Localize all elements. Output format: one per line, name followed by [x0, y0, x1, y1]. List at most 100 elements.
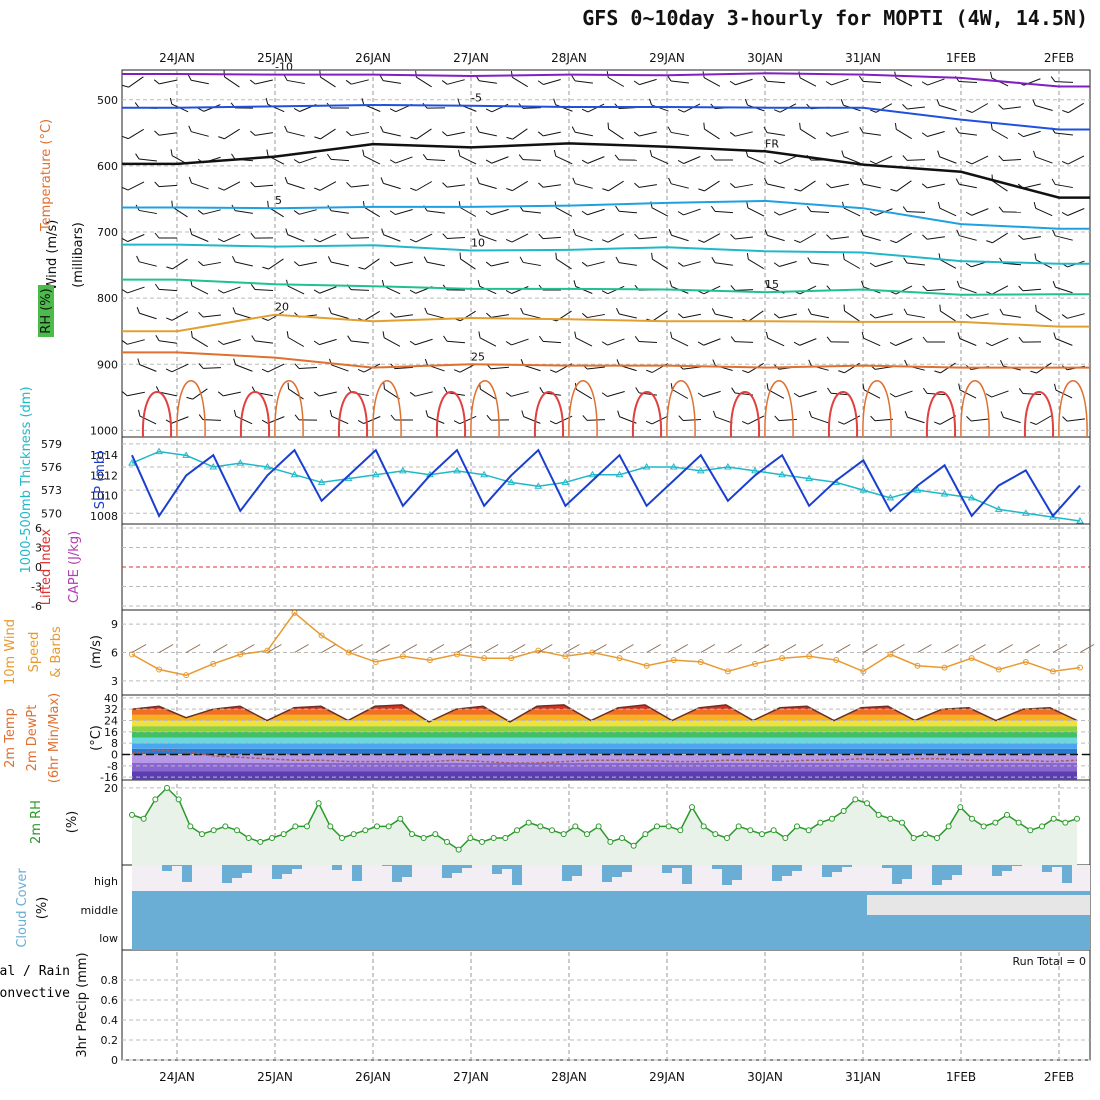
wind-barb: [670, 331, 689, 347]
cloud-high-bar: [382, 865, 392, 866]
cloud-high-bar: [172, 865, 182, 866]
wind-barb: [409, 391, 433, 397]
isotherm-line: [122, 142, 1090, 199]
wind-barb: [155, 386, 177, 397]
cloud-high-bar: [782, 865, 792, 876]
wind-barb-10m: [890, 644, 905, 653]
cloud-high-bar: [882, 865, 892, 868]
wind-barb: [1061, 155, 1085, 165]
wind-barb-10m: [619, 644, 634, 653]
cloud-high-label: high: [94, 875, 118, 888]
thickness-marker: [1021, 509, 1030, 516]
wind-barb: [651, 252, 668, 270]
cloud-high-bar: [902, 865, 912, 879]
temp-band: [132, 763, 1077, 772]
wind-barb: [166, 258, 188, 270]
date-label-top: 30JAN: [747, 51, 783, 65]
wind-barb: [903, 257, 926, 266]
wind-barb: [904, 411, 925, 424]
slp-line: [131, 448, 1081, 518]
wind-barb: [1035, 304, 1052, 322]
rh-marker: [187, 823, 194, 830]
rh-marker: [759, 831, 765, 838]
wind-speed-marker: [751, 660, 758, 667]
wind-barb: [1033, 202, 1053, 217]
wind-barb: [773, 313, 797, 319]
wind-barb: [284, 177, 305, 190]
wind-barb: [138, 409, 157, 425]
wind-barb: [921, 78, 945, 86]
wind-speed-marker: [372, 658, 379, 665]
rh-marker: [805, 827, 812, 834]
wind-barb: [1061, 365, 1085, 371]
wind-speed-marker: [508, 655, 515, 662]
wind-barb: [232, 255, 253, 267]
wind-barb: [902, 155, 926, 161]
surface-isotherm-loop: [568, 380, 598, 438]
rh-marker: [770, 827, 777, 834]
wind-barb: [1061, 208, 1085, 216]
wind-speed-marker: [914, 662, 921, 669]
wind-barb: [423, 256, 445, 267]
cloud-high-bar: [832, 865, 842, 872]
temp-band: [132, 731, 1077, 738]
wind-barb: [261, 363, 285, 373]
wind-barb: [249, 79, 273, 85]
wind-barb-10m: [998, 644, 1013, 653]
wind-barb: [985, 337, 1009, 347]
wind-barb: [764, 229, 785, 242]
wind-barb: [121, 234, 145, 242]
thickness-line: [131, 450, 1081, 522]
rh-marker: [630, 842, 637, 849]
surface-isotherm-loop: [960, 380, 990, 438]
rh-marker: [712, 831, 719, 838]
wind-barb: [505, 391, 529, 397]
slp-axis-label: SLP (mb): [93, 451, 108, 510]
wind-barb: [294, 363, 318, 369]
wind-barb: [615, 205, 638, 214]
wind-barb: [1054, 383, 1073, 399]
wind-barb: [990, 71, 1009, 87]
wind-speed-marker: [1049, 668, 1056, 675]
thickness-marker: [534, 482, 543, 489]
thickness-marker: [182, 451, 191, 458]
wind10-unit-label: (m/s): [89, 635, 104, 669]
cloud-high-bar: [352, 865, 362, 881]
wind10-barbs-label: & Barbs: [49, 626, 64, 678]
wind-barb: [380, 125, 401, 137]
cape-axis-label: CAPE (J/kg): [67, 531, 82, 603]
wind-barb: [357, 416, 381, 424]
wind-barb: [550, 310, 572, 322]
wind-barb: [773, 261, 797, 267]
wind-barb: [922, 336, 945, 343]
thickness-marker: [967, 493, 976, 501]
thickness-marker: [913, 486, 922, 493]
wind-barb: [231, 204, 253, 214]
wind-barb: [389, 209, 413, 215]
rh-marker: [234, 827, 240, 834]
wind-barb: [894, 122, 912, 140]
dewpt-axis-label: 2m DewPt: [25, 705, 40, 772]
cloud-axis-label: Cloud Cover: [15, 868, 30, 948]
wind-barb: [902, 104, 926, 110]
run-total: Run Total = 0: [1013, 955, 1087, 968]
wind-speed-marker: [697, 658, 704, 665]
rh-marker: [735, 823, 742, 830]
rh-marker: [619, 835, 625, 841]
wind-barb: [505, 233, 529, 243]
wind-barb: [122, 128, 144, 140]
wind-barb-10m: [971, 644, 986, 653]
wind-barb: [670, 383, 689, 399]
wind-barb: [137, 358, 157, 372]
wind-barb: [409, 338, 433, 346]
wind-speed-marker: [670, 657, 677, 664]
cloud-high-bar: [1052, 865, 1062, 867]
thickness-marker: [778, 470, 786, 478]
isotherm-line: [122, 351, 1090, 369]
wind10-axis-label: 10m Wind: [3, 619, 18, 685]
thickness-marker: [669, 463, 678, 470]
wind-barb: [1050, 76, 1074, 83]
thickness-marker: [859, 486, 868, 493]
rh-marker: [1027, 827, 1034, 834]
wind-barb: [346, 233, 370, 239]
